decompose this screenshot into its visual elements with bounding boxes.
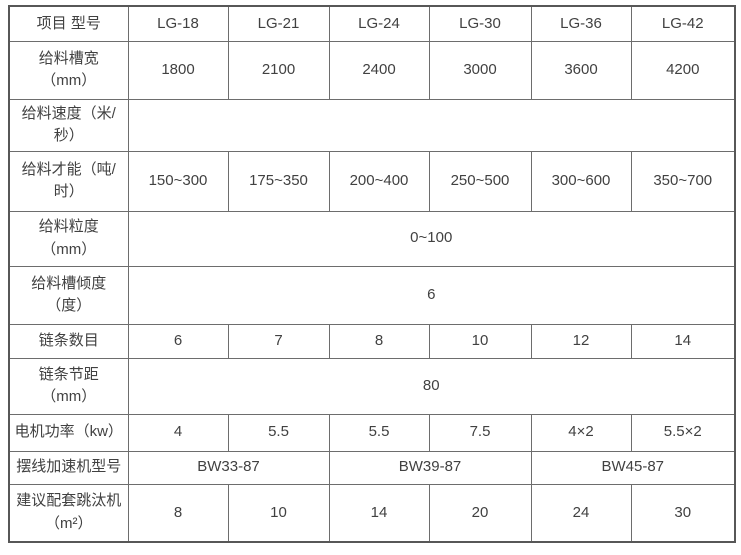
- spec-value-cell: 250~500: [428, 150, 532, 212]
- spec-label-cell: 摆线加速机型号: [8, 450, 129, 485]
- model-header-cell: LG-24: [328, 5, 430, 42]
- spec-label-cell: 给料粒度 （mm）: [8, 210, 129, 267]
- spec-value-cell: 8: [328, 323, 430, 359]
- spec-label-cell: 给料速度（米/ 秒）: [8, 98, 129, 152]
- spec-value-cell: 350~700: [630, 150, 736, 212]
- spec-value-cell: 5.5: [227, 413, 330, 452]
- spec-value-cell: 300~600: [530, 150, 632, 212]
- row-feed-capacity: 给料才能（吨/ 时） 150~300 175~350 200~400 250~5…: [8, 150, 736, 212]
- spec-value-cell: 2100: [227, 40, 330, 100]
- spec-label-cell: 电机功率（kw）: [8, 413, 129, 452]
- row-trough-width: 给料槽宽 （mm） 1800 2100 2400 3000 3600 4200: [8, 40, 736, 100]
- spec-value-cell: 2400: [328, 40, 430, 100]
- spec-merged-cell: 80: [127, 357, 736, 415]
- row-recommended-jig: 建议配套跳汰机 （m²） 8 10 14 20 24 30: [8, 483, 736, 543]
- spec-value-cell: 7: [227, 323, 330, 359]
- spec-value-cell: 4: [127, 413, 229, 452]
- spec-value-cell: 20: [428, 483, 532, 543]
- spec-merged-cell: 6: [127, 265, 736, 325]
- spec-merged-cell: [127, 98, 736, 152]
- spec-value-cell: 10: [227, 483, 330, 543]
- spec-label-cell: 给料槽倾度 （度）: [8, 265, 129, 325]
- model-header-cell: LG-18: [127, 5, 229, 42]
- spec-value-cell: 5.5×2: [630, 413, 736, 452]
- spec-merged-cell: 0~100: [127, 210, 736, 267]
- row-feed-speed: 给料速度（米/ 秒）: [8, 98, 736, 152]
- row-cycloid-reducer-model: 摆线加速机型号 BW33-87 BW39-87 BW45-87: [8, 450, 736, 485]
- spec-table: 项目 型号 LG-18 LG-21 LG-24 LG-30 LG-36 LG-4…: [8, 5, 736, 543]
- spec-label-cell: 给料槽宽 （mm）: [8, 40, 129, 100]
- row-motor-power: 电机功率（kw） 4 5.5 5.5 7.5 4×2 5.5×2: [8, 413, 736, 452]
- row-feed-size: 给料粒度 （mm） 0~100: [8, 210, 736, 267]
- model-header-cell: LG-36: [530, 5, 632, 42]
- corner-cell: 项目 型号: [8, 5, 129, 42]
- spec-value-cell: 10: [428, 323, 532, 359]
- spec-value-cell: 12: [530, 323, 632, 359]
- model-header-cell: LG-42: [630, 5, 736, 42]
- spec-value-cell: 8: [127, 483, 229, 543]
- spec-label-cell: 给料才能（吨/ 时）: [8, 150, 129, 212]
- spec-span2-cell: BW39-87: [328, 450, 532, 485]
- spec-value-cell: 5.5: [328, 413, 430, 452]
- header-row: 项目 型号 LG-18 LG-21 LG-24 LG-30 LG-36 LG-4…: [8, 5, 736, 42]
- spec-value-cell: 6: [127, 323, 229, 359]
- spec-value-cell: 175~350: [227, 150, 330, 212]
- spec-value-cell: 7.5: [428, 413, 532, 452]
- model-header-cell: LG-30: [428, 5, 532, 42]
- row-trough-incline: 给料槽倾度 （度） 6: [8, 265, 736, 325]
- row-chain-pitch: 链条节距 （mm） 80: [8, 357, 736, 415]
- spec-value-cell: 150~300: [127, 150, 229, 212]
- spec-span2-cell: BW33-87: [127, 450, 330, 485]
- spec-label-cell: 建议配套跳汰机 （m²）: [8, 483, 129, 543]
- spec-table-container: 项目 型号 LG-18 LG-21 LG-24 LG-30 LG-36 LG-4…: [8, 5, 736, 543]
- spec-value-cell: 4×2: [530, 413, 632, 452]
- spec-label-cell: 链条数目: [8, 323, 129, 359]
- spec-value-cell: 30: [630, 483, 736, 543]
- spec-value-cell: 3000: [428, 40, 532, 100]
- spec-value-cell: 14: [328, 483, 430, 543]
- spec-value-cell: 200~400: [328, 150, 430, 212]
- spec-value-cell: 4200: [630, 40, 736, 100]
- spec-value-cell: 14: [630, 323, 736, 359]
- spec-value-cell: 1800: [127, 40, 229, 100]
- row-chain-count: 链条数目 6 7 8 10 12 14: [8, 323, 736, 359]
- model-header-cell: LG-21: [227, 5, 330, 42]
- spec-span2-cell: BW45-87: [530, 450, 736, 485]
- spec-value-cell: 24: [530, 483, 632, 543]
- spec-label-cell: 链条节距 （mm）: [8, 357, 129, 415]
- spec-value-cell: 3600: [530, 40, 632, 100]
